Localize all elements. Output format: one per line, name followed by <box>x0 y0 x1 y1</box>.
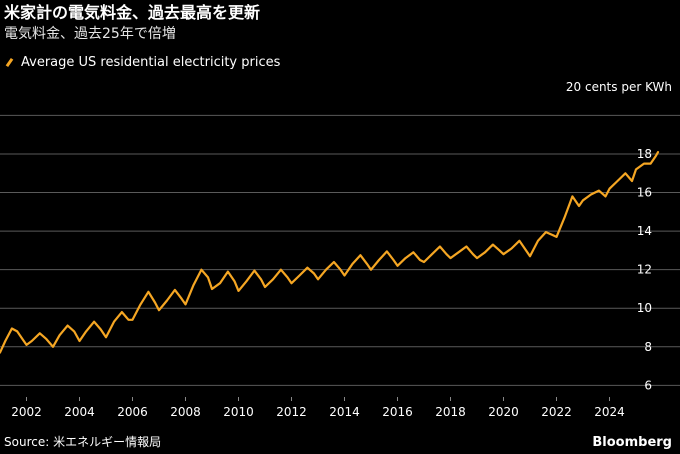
chart-subtitle: 電気料金、過去25年で倍増 <box>4 26 176 42</box>
y-tick-label-6: 6 <box>644 378 652 392</box>
y-tick-label-18: 18 <box>637 147 652 161</box>
grid-lines <box>0 114 680 386</box>
x-tick-label-2014: 2014 <box>329 405 360 419</box>
x-tick-label-2008: 2008 <box>170 405 201 419</box>
y-tick-label-8: 8 <box>644 340 652 354</box>
x-tick-label-2010: 2010 <box>223 405 254 419</box>
y-axis-ticks: 6 8 10 12 14 16 18 <box>637 147 652 392</box>
y-axis-unit-label: 20 cents per KWh <box>565 80 672 94</box>
x-tick-label-2002: 2002 <box>11 405 42 419</box>
x-tick-label-2018: 2018 <box>435 405 466 419</box>
series-layer <box>0 151 660 354</box>
brand-logo: Bloomberg <box>592 435 672 450</box>
chart-title: 米家計の電気料金、過去最高を更新 <box>4 3 261 22</box>
y-tick-label-14: 14 <box>637 224 652 238</box>
x-axis-ticks: 2002 2004 2006 2008 2010 2012 2014 2016 2018 2020… <box>11 397 625 419</box>
series-line-0 <box>0 151 660 354</box>
x-tick-label-2024: 2024 <box>594 405 625 419</box>
x-tick-label-2022: 2022 <box>541 405 572 419</box>
x-tick-label-2016: 2016 <box>382 405 413 419</box>
x-tick-label-2020: 2020 <box>488 405 519 419</box>
legend: Average US residential electricity price… <box>4 55 280 70</box>
y-tick-label-12: 12 <box>637 263 652 277</box>
x-tick-label-2004: 2004 <box>64 405 95 419</box>
y-tick-label-10: 10 <box>637 301 652 315</box>
source-note: Source: 米エネルギー情報局 <box>4 435 162 449</box>
y-tick-label-16: 16 <box>637 186 652 200</box>
x-tick-label-2012: 2012 <box>276 405 307 419</box>
legend-label: Average US residential electricity price… <box>21 55 281 70</box>
x-tick-label-2006: 2006 <box>117 405 148 419</box>
